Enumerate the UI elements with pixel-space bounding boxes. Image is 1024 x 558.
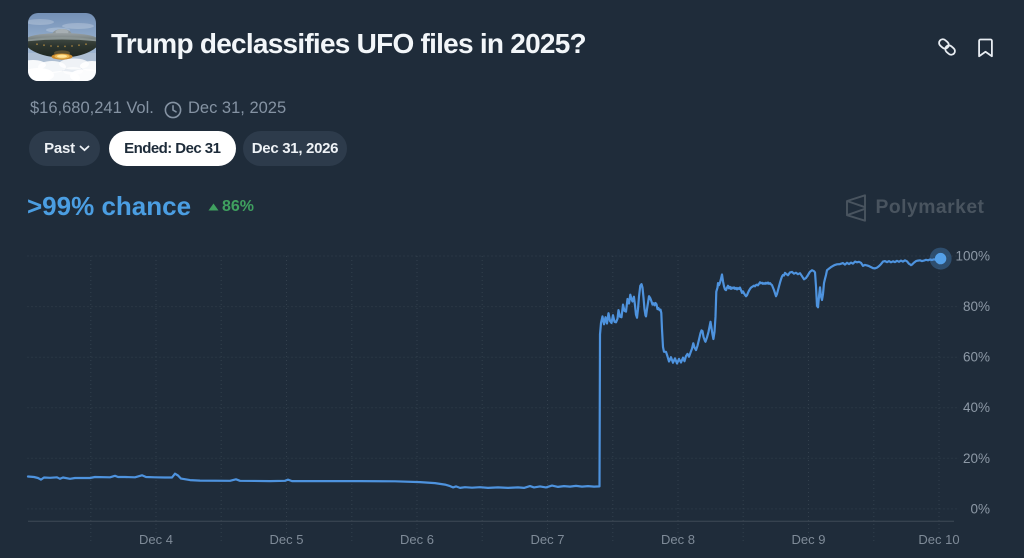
svg-text:0%: 0% [970, 501, 990, 516]
svg-text:Dec 4: Dec 4 [139, 532, 173, 547]
svg-text:100%: 100% [955, 249, 990, 264]
svg-text:Dec 10: Dec 10 [918, 532, 959, 547]
svg-text:Polymarket: Polymarket [876, 197, 985, 218]
svg-text:Dec 7: Dec 7 [531, 532, 565, 547]
svg-text:Dec 8: Dec 8 [661, 532, 695, 547]
svg-text:Dec 5: Dec 5 [270, 532, 304, 547]
svg-text:80%: 80% [963, 299, 990, 314]
svg-text:40%: 40% [963, 400, 990, 415]
svg-text:60%: 60% [963, 350, 990, 365]
svg-text:Dec 6: Dec 6 [400, 532, 434, 547]
svg-text:Dec 9: Dec 9 [792, 532, 826, 547]
svg-text:20%: 20% [963, 451, 990, 466]
